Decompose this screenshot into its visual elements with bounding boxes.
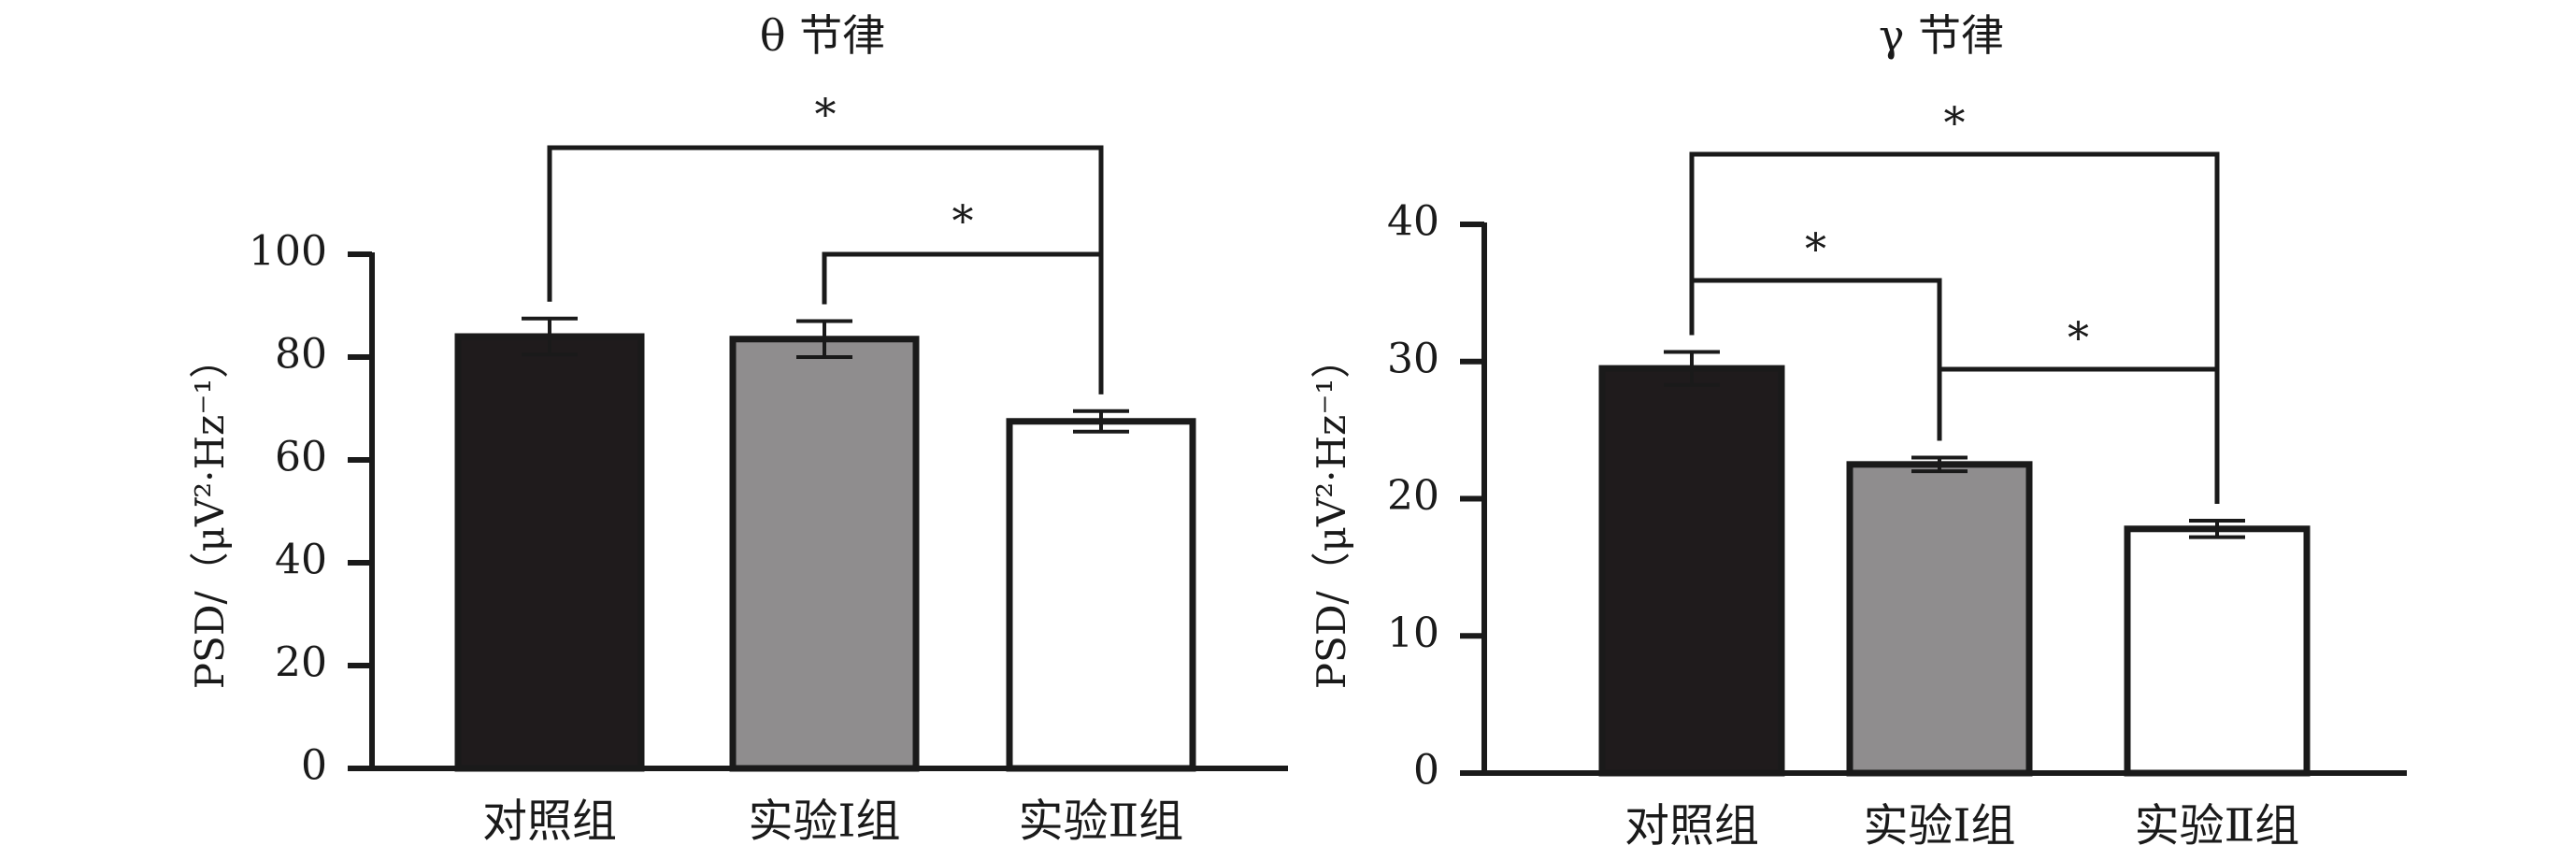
chart-title: θ 节律 — [760, 10, 885, 61]
significance-bracket — [1689, 151, 2220, 504]
x-tick-label: 对照组 — [1624, 800, 1759, 853]
y-tick-label: 20 — [1387, 472, 1439, 520]
chart-title: γ 节律 — [1879, 10, 2004, 61]
significance-star: * — [952, 195, 974, 246]
x-tick-label: 实验Ⅰ组 — [749, 796, 901, 848]
bar — [454, 333, 645, 772]
y-tick-label: 40 — [1387, 198, 1439, 246]
y-tick-label: 100 — [249, 228, 327, 276]
y-tick-label: 30 — [1387, 335, 1439, 382]
significance-star: * — [1944, 97, 1966, 148]
x-tick-label: 对照组 — [482, 796, 617, 848]
significance-star: * — [815, 89, 837, 139]
y-tick-label: 0 — [301, 742, 327, 790]
y-axis-label: PSD/（μV²·Hz⁻¹） — [1309, 339, 1354, 689]
bar — [1846, 461, 2033, 777]
chart-panel-1: θ 节律 PSD/（μV²·Hz⁻¹） 0 20 40 60 80 100 对照组 实验Ⅰ组 实验Ⅱ… — [187, 10, 1288, 848]
significance-bracket — [1689, 278, 1942, 441]
y-tick-label: 10 — [1387, 609, 1439, 657]
y-axis-label: PSD/（μV²·Hz⁻¹） — [187, 339, 233, 689]
significance-star: * — [2068, 312, 2089, 363]
x-tick-label: 实验Ⅱ组 — [2135, 800, 2300, 853]
x-tick-label: 实验Ⅱ组 — [1019, 796, 1184, 848]
x-tick-label: 实验Ⅰ组 — [1864, 800, 2016, 853]
bar — [1598, 365, 1785, 777]
y-tick-label: 60 — [275, 434, 327, 481]
y-tick-label: 40 — [275, 537, 327, 584]
bar — [2124, 525, 2311, 777]
significance-bracket — [1937, 366, 2220, 504]
significance-star: * — [1805, 223, 1826, 274]
bar — [729, 336, 920, 772]
y-tick-label: 80 — [275, 331, 327, 379]
significance-bracket — [822, 251, 1104, 394]
y-tick-label: 0 — [1413, 747, 1439, 795]
bar — [1006, 418, 1196, 772]
y-tick-label: 20 — [275, 639, 327, 687]
chart-panel-2: γ 节律 PSD/（μV²·Hz⁻¹） 0 10 20 30 40 对照组 实验Ⅰ组 实验Ⅱ组 * *… — [1309, 10, 2407, 853]
